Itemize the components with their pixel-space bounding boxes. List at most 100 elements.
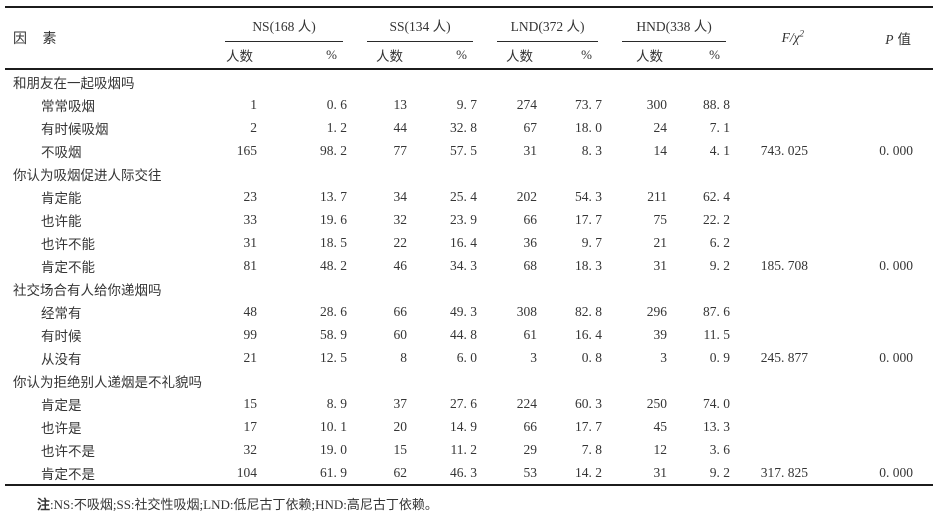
cell-lnd-count: 68: [523, 257, 538, 273]
cell-f-chi2: 317. 825: [760, 464, 809, 480]
cell-ns-count: 1: [250, 96, 257, 112]
cell-ss-pct: 9. 7: [456, 96, 478, 112]
cell-ns-count: 31: [243, 234, 258, 250]
cell-lnd-count: 274: [516, 96, 538, 112]
cell-hnd-pct: 62. 4: [703, 188, 731, 204]
cell-ns-count: 32: [243, 441, 258, 457]
cell-p-value: [818, 208, 933, 231]
cell-lnd-pct: 16. 4: [575, 326, 603, 342]
cell-hnd-pct: 11. 5: [703, 326, 731, 342]
column-header-group-hnd: HND(338 人): [608, 7, 736, 42]
cell-p-value: [818, 93, 933, 116]
row-label: 从没有: [41, 351, 82, 367]
cell-lnd-count: 53: [523, 464, 538, 480]
sub-header-ns-count: 人数: [226, 49, 253, 64]
row-label: 肯定不能: [41, 259, 95, 275]
chi-squared-exponent: 2: [799, 28, 805, 39]
cell-hnd-count: 24: [653, 119, 668, 135]
row-label: 不吸烟: [41, 144, 82, 160]
cell-ss-count: 22: [393, 234, 408, 250]
sub-header-lnd-count: 人数: [506, 49, 534, 64]
cell-lnd-count: 308: [516, 303, 538, 319]
cell-ss-pct: 25. 4: [450, 188, 478, 204]
cell-lnd-count: 31: [523, 142, 538, 158]
cell-hnd-count: 45: [653, 418, 668, 434]
cell-hnd-pct: 88. 8: [703, 96, 731, 112]
cell-ns-pct: 1. 2: [326, 119, 347, 135]
cell-lnd-pct: 54. 3: [575, 188, 603, 204]
cell-p-value: [818, 231, 933, 254]
cell-f-chi2: [736, 93, 818, 116]
cell-ss-pct: 14. 9: [450, 418, 478, 434]
cell-ss-count: 62: [393, 464, 408, 480]
cell-lnd-pct: 0. 8: [581, 349, 603, 365]
row-label: 肯定不是: [41, 466, 95, 482]
column-header-group-ss: SS(134 人): [353, 7, 483, 42]
row-label: 常常吸烟: [41, 98, 95, 114]
cell-hnd-count: 12: [653, 441, 668, 457]
sub-header-ss-pct: %: [456, 47, 468, 62]
cell-lnd-count: 3: [530, 349, 538, 365]
cell-ss-count: 13: [393, 96, 408, 112]
data-row: 肯定不能 81 48. 2 46 34. 3 68 18. 3 31 9. 2 …: [5, 254, 933, 277]
row-label: 经常有: [41, 305, 82, 321]
sub-header-lnd-pct: %: [581, 47, 593, 62]
sub-header-hnd-count: 人数: [636, 49, 664, 64]
note-text: :NS:不吸烟;SS:社交性吸烟;LND:低尼古丁依赖;HND:高尼古丁依赖。: [50, 497, 438, 512]
sub-header-ss-count: 人数: [376, 49, 403, 64]
cell-ns-pct: 98. 2: [320, 142, 347, 158]
group-label-hnd: HND(338 人): [622, 15, 727, 42]
section-title-row: 你认为吸烟促进人际交往: [5, 162, 933, 185]
section-title: 你认为拒绝别人递烟是不礼貌吗: [13, 374, 202, 390]
cell-hnd-pct: 3. 6: [709, 441, 731, 457]
cell-ns-count: 2: [250, 119, 257, 135]
data-row: 不吸烟 165 98. 2 77 57. 5 31 8. 3 14 4. 1 7…: [5, 139, 933, 162]
cell-hnd-count: 250: [646, 395, 668, 411]
cell-ns-pct: 58. 9: [320, 326, 347, 342]
cell-p-value: [818, 116, 933, 139]
cell-lnd-pct: 14. 2: [575, 464, 603, 480]
cell-ss-pct: 27. 6: [450, 395, 478, 411]
cell-lnd-pct: 82. 8: [575, 303, 603, 319]
cell-hnd-count: 31: [653, 464, 668, 480]
cell-lnd-pct: 17. 7: [575, 418, 603, 434]
data-row: 有时候 99 58. 9 60 44. 8 61 16. 4 39 11. 5: [5, 323, 933, 346]
table-body: 和朋友在一起吸烟吗 常常吸烟 1 0. 6 13 9. 7 274 73. 7 …: [5, 69, 934, 485]
cell-ss-count: 60: [393, 326, 408, 342]
table-header: 因 素 NS(168 人) SS(134 人) LND(372 人) HND(3…: [5, 7, 934, 69]
section-title: 社交场合有人给你递烟吗: [13, 282, 162, 298]
sub-header-ns-pct: %: [326, 47, 337, 62]
column-header-factor: 因 素: [13, 32, 57, 47]
cell-ss-count: 37: [393, 395, 408, 411]
cell-hnd-count: 3: [660, 349, 668, 365]
cell-ss-count: 20: [393, 418, 408, 434]
cell-lnd-pct: 73. 7: [575, 96, 603, 112]
cell-ss-count: 77: [393, 142, 408, 158]
cell-ns-pct: 12. 5: [320, 349, 347, 365]
cell-p-value: [818, 323, 933, 346]
p-value-word: 值: [897, 32, 912, 47]
stats-table: 因 素 NS(168 人) SS(134 人) LND(372 人) HND(3…: [5, 6, 934, 486]
cell-ss-count: 66: [393, 303, 408, 319]
table-note: 注:NS:不吸烟;SS:社交性吸烟;LND:低尼古丁依赖;HND:高尼古丁依赖。: [5, 494, 933, 513]
group-label-lnd: LND(372 人): [497, 15, 599, 42]
cell-lnd-count: 202: [516, 188, 538, 204]
cell-ss-count: 32: [393, 211, 408, 227]
cell-hnd-pct: 22. 2: [703, 211, 731, 227]
data-row: 也许能 33 19. 6 32 23. 9 66 17. 7 75 22. 2: [5, 208, 933, 231]
cell-f-chi2: [736, 415, 818, 438]
cell-ns-count: 165: [236, 142, 257, 158]
cell-lnd-count: 224: [516, 395, 538, 411]
cell-ns-count: 23: [243, 188, 258, 204]
data-row: 也许是 17 10. 1 20 14. 9 66 17. 7 45 13. 3: [5, 415, 933, 438]
cell-p-value: 0. 000: [879, 142, 914, 158]
data-row: 从没有 21 12. 5 8 6. 0 3 0. 8 3 0. 9 245. 8…: [5, 346, 933, 369]
column-header-f-chi2: F/χ2: [736, 7, 818, 69]
cell-f-chi2: 743. 025: [760, 142, 809, 158]
cell-f-chi2: [736, 300, 818, 323]
cell-ns-pct: 0. 6: [326, 96, 347, 112]
cell-lnd-count: 29: [523, 441, 538, 457]
cell-lnd-count: 66: [523, 211, 538, 227]
